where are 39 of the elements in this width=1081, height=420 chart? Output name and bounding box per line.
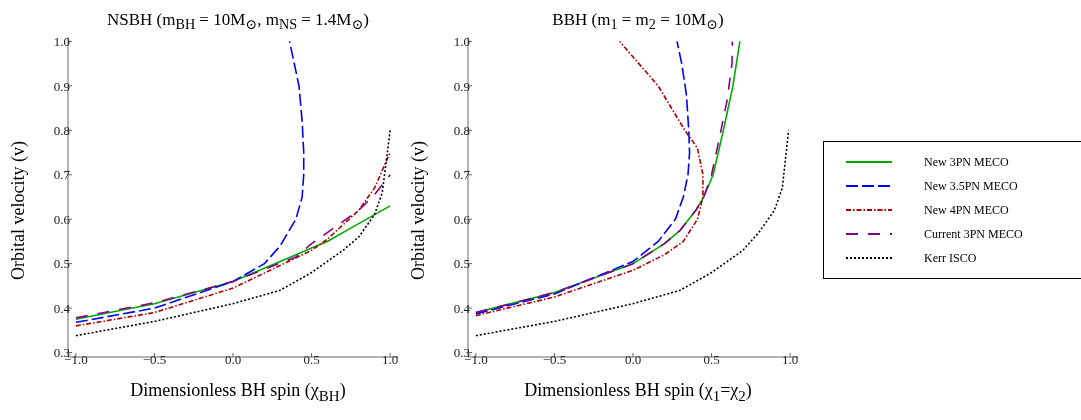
y-tick-label: 0.7 <box>53 167 71 183</box>
chart-title: NSBH (m$_{BH}$ = 10M$_{⊙}$, m$_{NS}$ = 1.4M$_{⊙}$) <box>106 10 370 33</box>
x-tick-label: 0.5 <box>703 352 720 368</box>
y-tick-label: 0.7 <box>453 167 471 183</box>
line-series <box>75 129 391 337</box>
y-axis-title: Orbital velocity (v) <box>7 140 29 282</box>
y-tick-label: 0.8 <box>453 122 470 138</box>
text: Kerr ISCO <box>924 250 977 266</box>
y-tick-label: 0.6 <box>53 211 71 227</box>
x-tick-label: −0.5 <box>142 352 167 368</box>
y-tick-label: 0.5 <box>453 256 470 272</box>
y-tick-label: 1.0 <box>53 34 70 50</box>
y-tick-label: 0.6 <box>453 211 471 227</box>
y-tick-label: 0.9 <box>53 78 70 94</box>
text: New 3PN MECO <box>924 154 1009 170</box>
x-axis-title: Dimensionless BH spin (χ$_{BH}$) <box>129 380 347 405</box>
text: New 4PN MECO <box>924 202 1009 218</box>
y-axis-title: Orbital velocity (v) <box>407 140 429 282</box>
x-tick-label: 0.0 <box>224 352 242 368</box>
x-axis-title: Dimensionless BH spin (χ$_{1}$=χ$_{2}$) <box>523 380 753 405</box>
y-tick-label: 1.0 <box>453 34 470 50</box>
line-series <box>475 129 790 337</box>
y-tick-label: 0.4 <box>453 300 471 316</box>
text: New 3.5PN MECO <box>924 178 1018 194</box>
y-tick-label: 0.5 <box>53 256 70 272</box>
chart-title: BBH (m$_{1}$ = m$_{2}$ = 10M$_{⊙}$) <box>551 10 725 34</box>
x-tick-label: −0.5 <box>542 352 567 368</box>
x-tick-label: 1.0 <box>382 352 399 368</box>
line-series <box>75 40 305 324</box>
x-tick-label: 0.5 <box>303 352 320 368</box>
x-tick-label: 0.0 <box>624 352 642 368</box>
y-tick-label: 0.4 <box>53 300 71 316</box>
x-tick-label: 1.0 <box>782 352 799 368</box>
line-series <box>75 205 391 321</box>
text: Current 3PN MECO <box>924 226 1023 242</box>
y-tick-label: 0.8 <box>53 122 70 138</box>
line-series <box>75 173 391 319</box>
y-tick-label: 0.9 <box>453 78 470 94</box>
line-series <box>75 151 391 327</box>
